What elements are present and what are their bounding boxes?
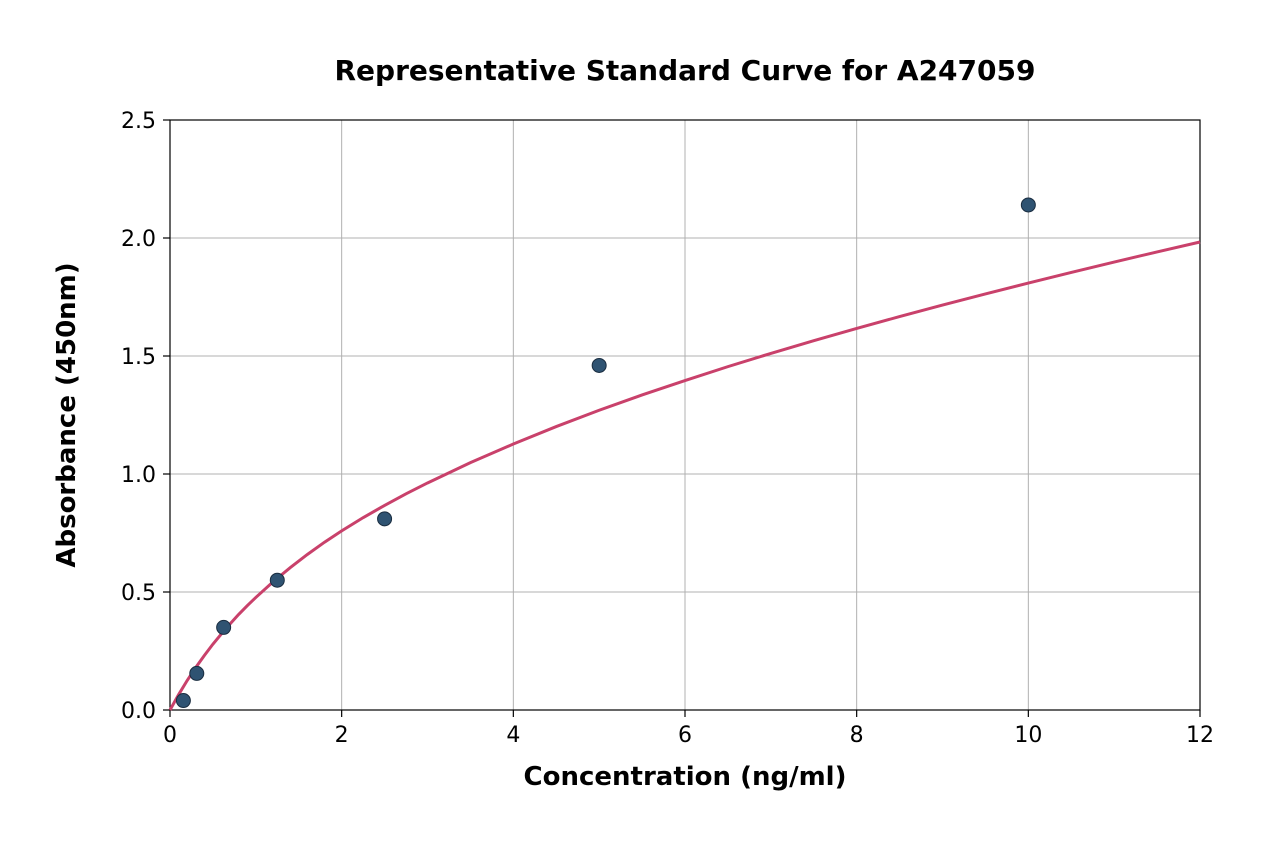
- x-axis-label: Concentration (ng/ml): [524, 762, 847, 792]
- data-point: [270, 573, 284, 587]
- data-point: [217, 620, 231, 634]
- y-tick-label: 0.0: [121, 699, 156, 724]
- y-tick-label: 2.0: [121, 227, 156, 252]
- x-tick-label: 4: [506, 723, 520, 748]
- x-tick-label: 12: [1186, 723, 1214, 748]
- data-point: [378, 512, 392, 526]
- x-tick-label: 8: [850, 723, 864, 748]
- chart-container: 0 2 4 6 8 10 12 0.0 0.5 1.0 1.5 2.0 2.5 Representat…: [0, 0, 1280, 845]
- data-point: [592, 358, 606, 372]
- x-tick-label: 10: [1014, 723, 1042, 748]
- data-point: [176, 694, 190, 708]
- chart-title: Representative Standard Curve for A24705…: [335, 54, 1036, 87]
- y-tick-label: 1.0: [121, 463, 156, 488]
- y-ticks: 0.0 0.5 1.0 1.5 2.0 2.5: [121, 109, 170, 724]
- x-ticks: 0 2 4 6 8 10 12: [163, 710, 1214, 748]
- chart-svg: 0 2 4 6 8 10 12 0.0 0.5 1.0 1.5 2.0 2.5 Representat…: [0, 0, 1280, 845]
- y-tick-label: 0.5: [121, 581, 156, 606]
- data-point: [190, 666, 204, 680]
- x-tick-label: 2: [335, 723, 349, 748]
- y-tick-label: 2.5: [121, 109, 156, 134]
- x-tick-label: 0: [163, 723, 177, 748]
- x-tick-label: 6: [678, 723, 692, 748]
- y-axis-label: Absorbance (450nm): [52, 262, 82, 567]
- data-point: [1021, 198, 1035, 212]
- y-tick-label: 1.5: [121, 345, 156, 370]
